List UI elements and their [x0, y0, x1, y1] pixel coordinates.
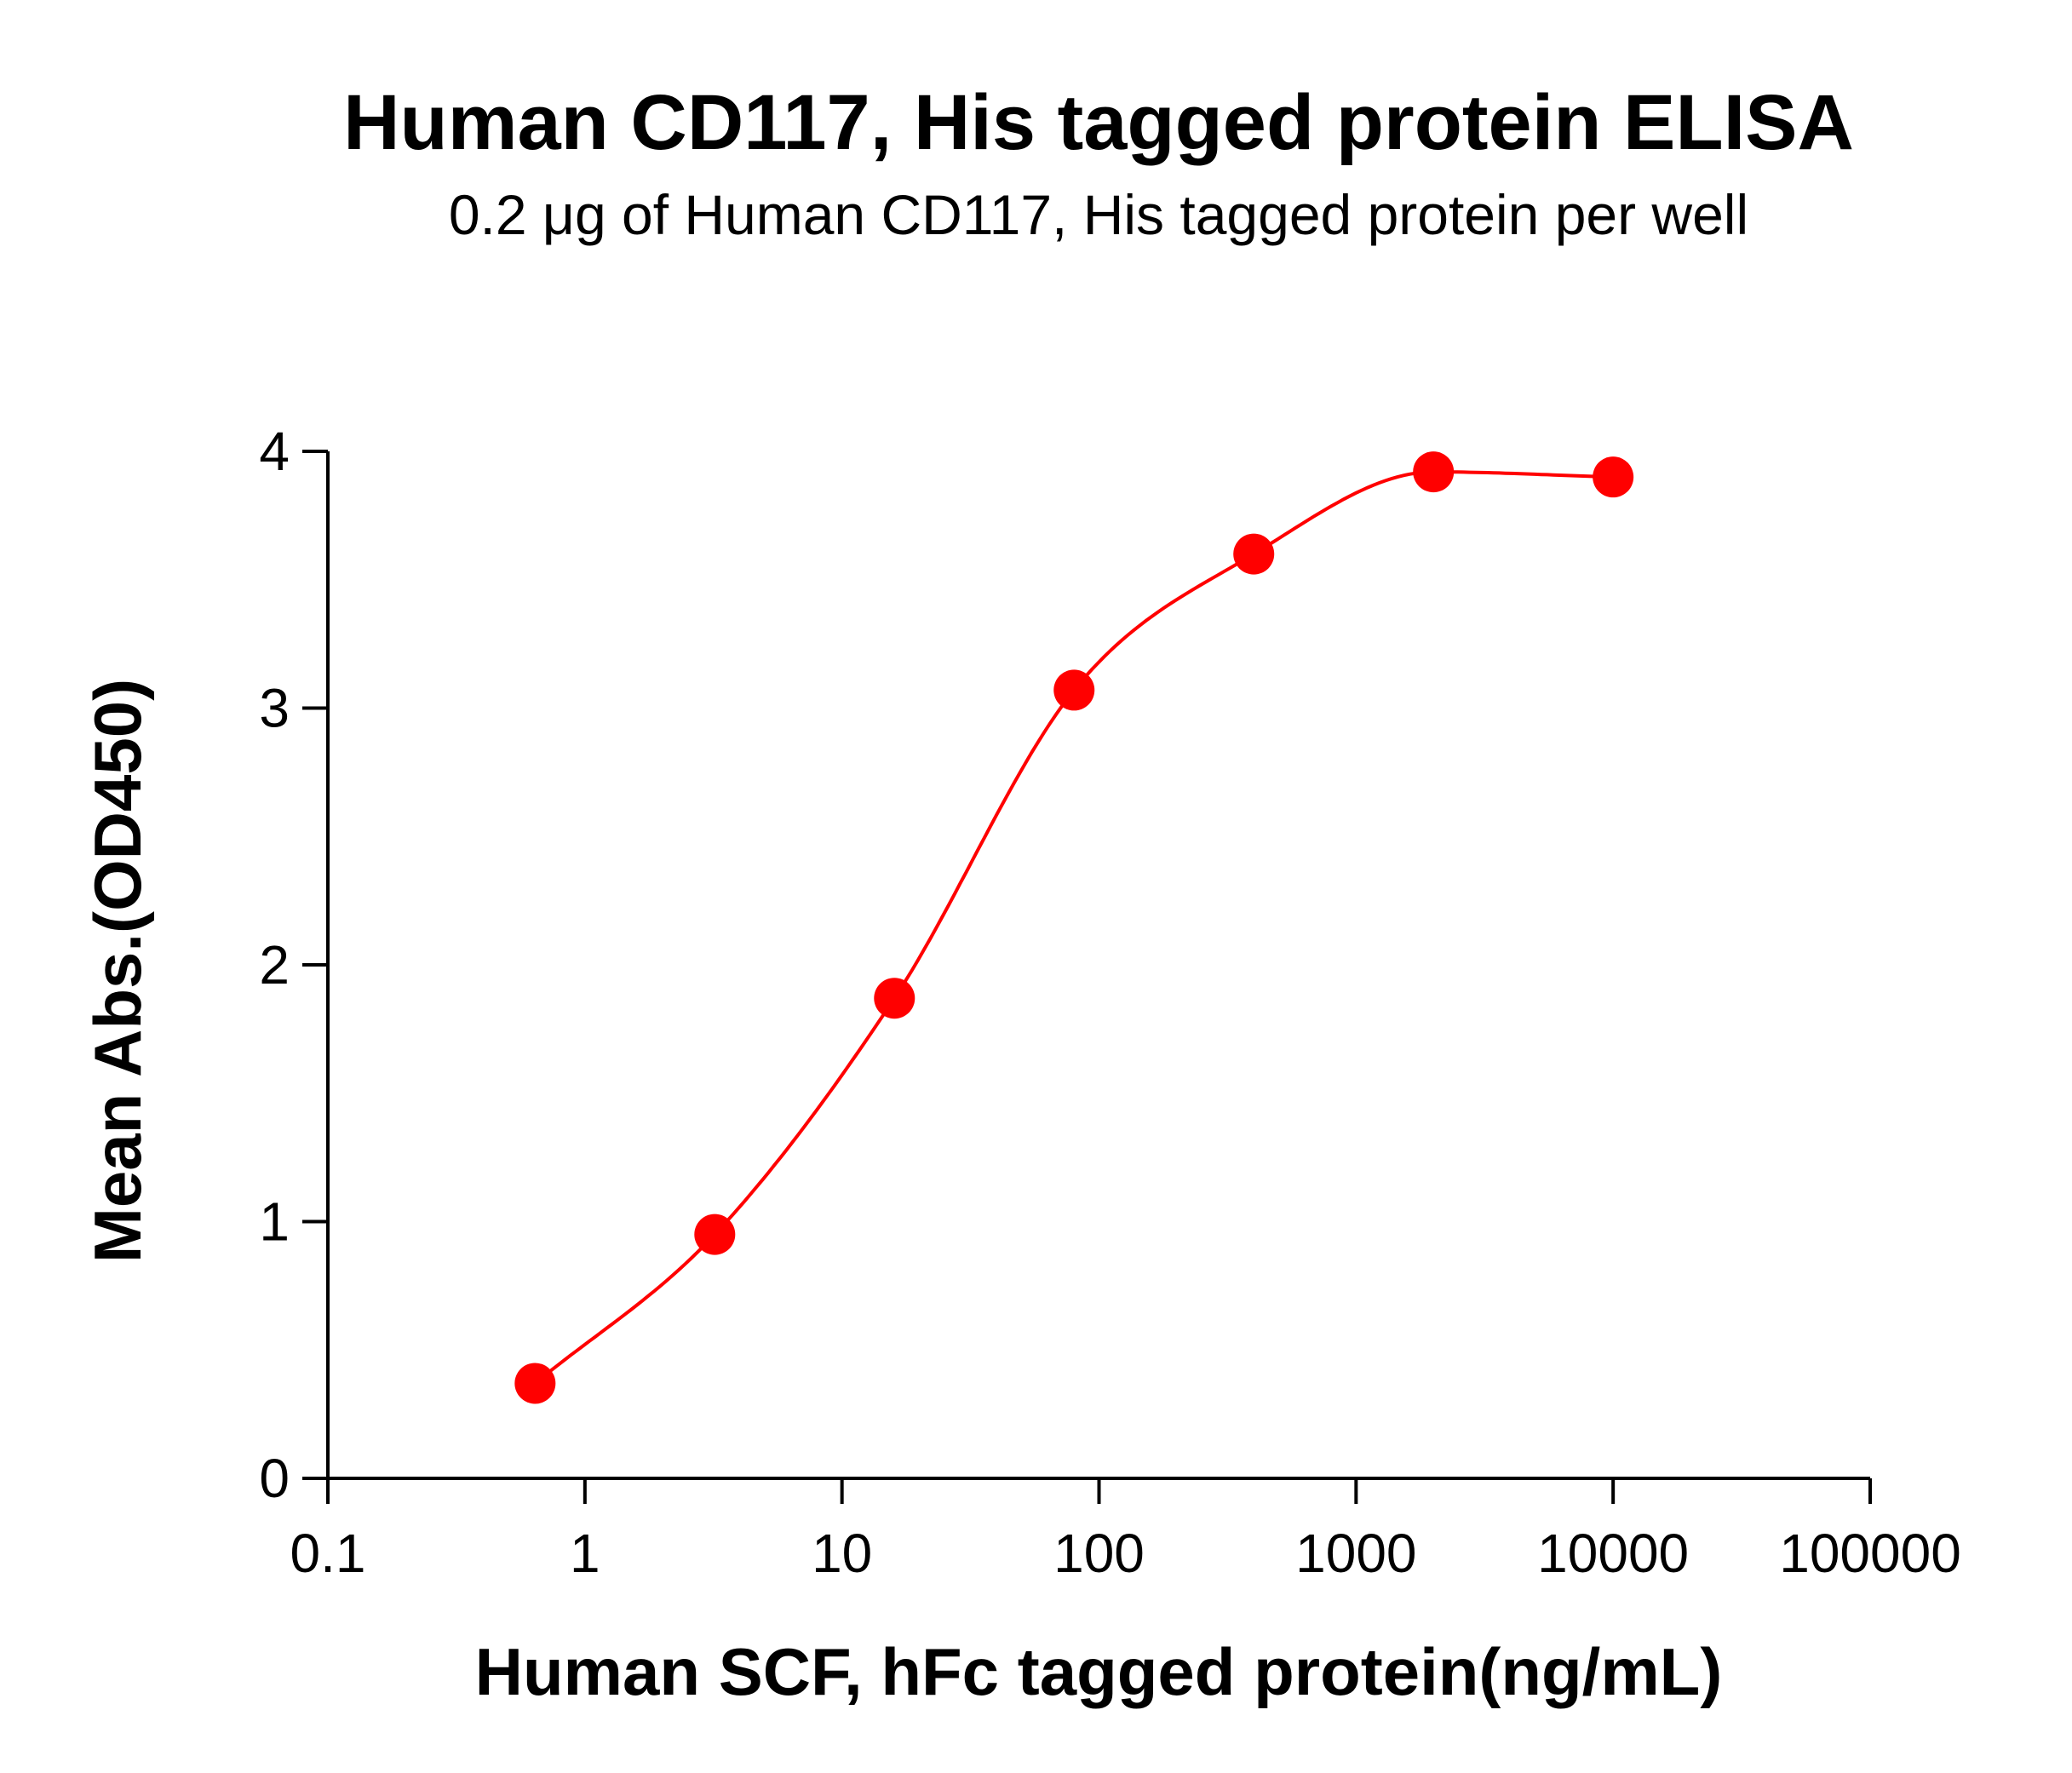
y-tick-label: 4 — [259, 421, 290, 482]
y-tick-label: 1 — [259, 1191, 290, 1253]
y-tick-label: 3 — [259, 678, 290, 739]
x-axis-label: Human SCF, hFc tagged protein(ng/mL) — [475, 1634, 1723, 1709]
data-point — [514, 1363, 556, 1404]
chart-title: Human CD117, His tagged protein ELISA — [343, 79, 1854, 166]
data-points — [514, 451, 1634, 1404]
y-tick-label: 0 — [259, 1448, 290, 1509]
x-tick-label: 0.1 — [290, 1523, 366, 1584]
axes — [302, 450, 1872, 1504]
tick-labels: 0.1 1 10 100 1000 10000 100000 0 1 2 3 4 — [259, 421, 1960, 1584]
y-axis-label: Mean Abs.(OD450) — [80, 679, 155, 1263]
data-point — [1413, 451, 1455, 493]
fit-curve — [534, 470, 1614, 1385]
data-point — [1053, 669, 1095, 711]
chart-subtitle: 0.2 μg of Human CD117, His tagged protei… — [449, 183, 1748, 246]
x-tick-label: 10000 — [1537, 1523, 1689, 1584]
x-tick-label: 1000 — [1295, 1523, 1416, 1584]
data-point — [874, 978, 915, 1019]
data-point — [1593, 456, 1634, 498]
x-tick-label: 100 — [1053, 1523, 1145, 1584]
x-tick-label: 100000 — [1779, 1523, 1961, 1584]
x-tick-label: 10 — [812, 1523, 872, 1584]
data-point — [1233, 533, 1275, 575]
data-point — [694, 1214, 736, 1255]
x-tick-label: 1 — [570, 1523, 600, 1584]
y-tick-label: 2 — [259, 934, 290, 996]
